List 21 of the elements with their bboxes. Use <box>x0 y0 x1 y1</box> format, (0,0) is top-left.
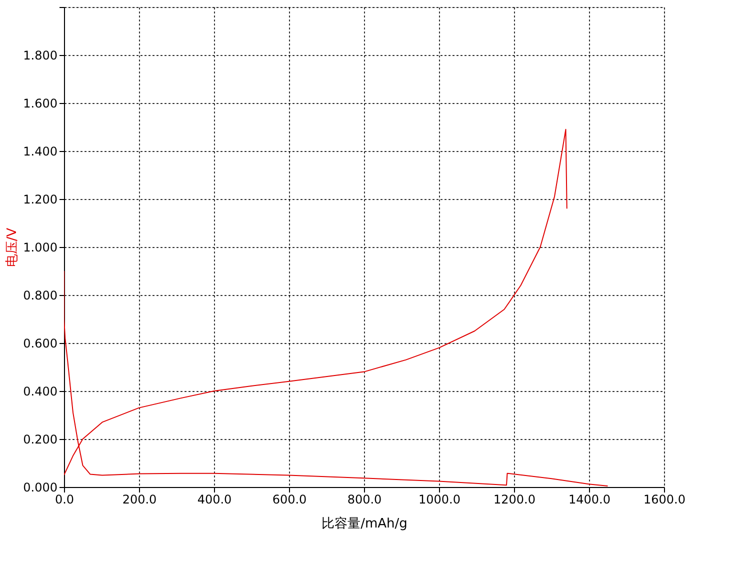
y-tick-label: 1.800 <box>23 48 58 62</box>
x-tick-label: 1000.0 <box>418 492 460 506</box>
x-tick-label: 1200.0 <box>494 492 536 506</box>
y-tick-label: 1.200 <box>23 192 58 206</box>
y-tick-label: 1.600 <box>23 96 58 110</box>
y-tick-label: 0.600 <box>23 336 58 350</box>
x-tick-label: 400.0 <box>197 492 232 506</box>
y-tick-label: 0.200 <box>23 432 58 446</box>
x-tick-label: 1400.0 <box>568 492 610 506</box>
y-tick-label: 0.400 <box>23 384 58 398</box>
x-tick-label: 1600.0 <box>644 492 686 506</box>
x-axis-title: 比容量/mAh/g <box>322 516 408 532</box>
y-tick-label: 0.000 <box>23 480 58 494</box>
x-tick-label: 200.0 <box>122 492 157 506</box>
x-tick-label: 800.0 <box>347 492 382 506</box>
y-tick-label: 0.800 <box>23 288 58 302</box>
x-tick-label: 0.0 <box>54 492 74 506</box>
y-tick-label: 1.000 <box>23 240 58 254</box>
y-tick-label: 1.400 <box>23 144 58 158</box>
x-tick-label: 600.0 <box>272 492 307 506</box>
y-axis-title: 电压/V <box>5 228 20 268</box>
